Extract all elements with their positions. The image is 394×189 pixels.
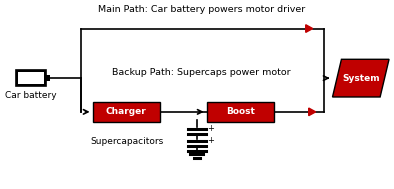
FancyBboxPatch shape bbox=[46, 75, 50, 81]
Text: +: + bbox=[208, 136, 214, 145]
Text: System: System bbox=[342, 74, 379, 83]
Text: Backup Path: Supercaps power motor: Backup Path: Supercaps power motor bbox=[112, 68, 291, 77]
FancyBboxPatch shape bbox=[18, 72, 44, 84]
Text: +: + bbox=[208, 124, 214, 133]
Text: Supercapacitors: Supercapacitors bbox=[91, 137, 164, 146]
Text: Charger: Charger bbox=[106, 107, 147, 116]
Text: Boost: Boost bbox=[226, 107, 255, 116]
Polygon shape bbox=[333, 59, 389, 97]
Polygon shape bbox=[306, 25, 313, 32]
FancyBboxPatch shape bbox=[93, 102, 160, 122]
Polygon shape bbox=[309, 108, 316, 116]
FancyBboxPatch shape bbox=[206, 102, 274, 122]
Text: Car battery: Car battery bbox=[5, 91, 57, 100]
Text: Main Path: Car battery powers motor driver: Main Path: Car battery powers motor driv… bbox=[98, 5, 305, 14]
FancyBboxPatch shape bbox=[16, 70, 46, 86]
